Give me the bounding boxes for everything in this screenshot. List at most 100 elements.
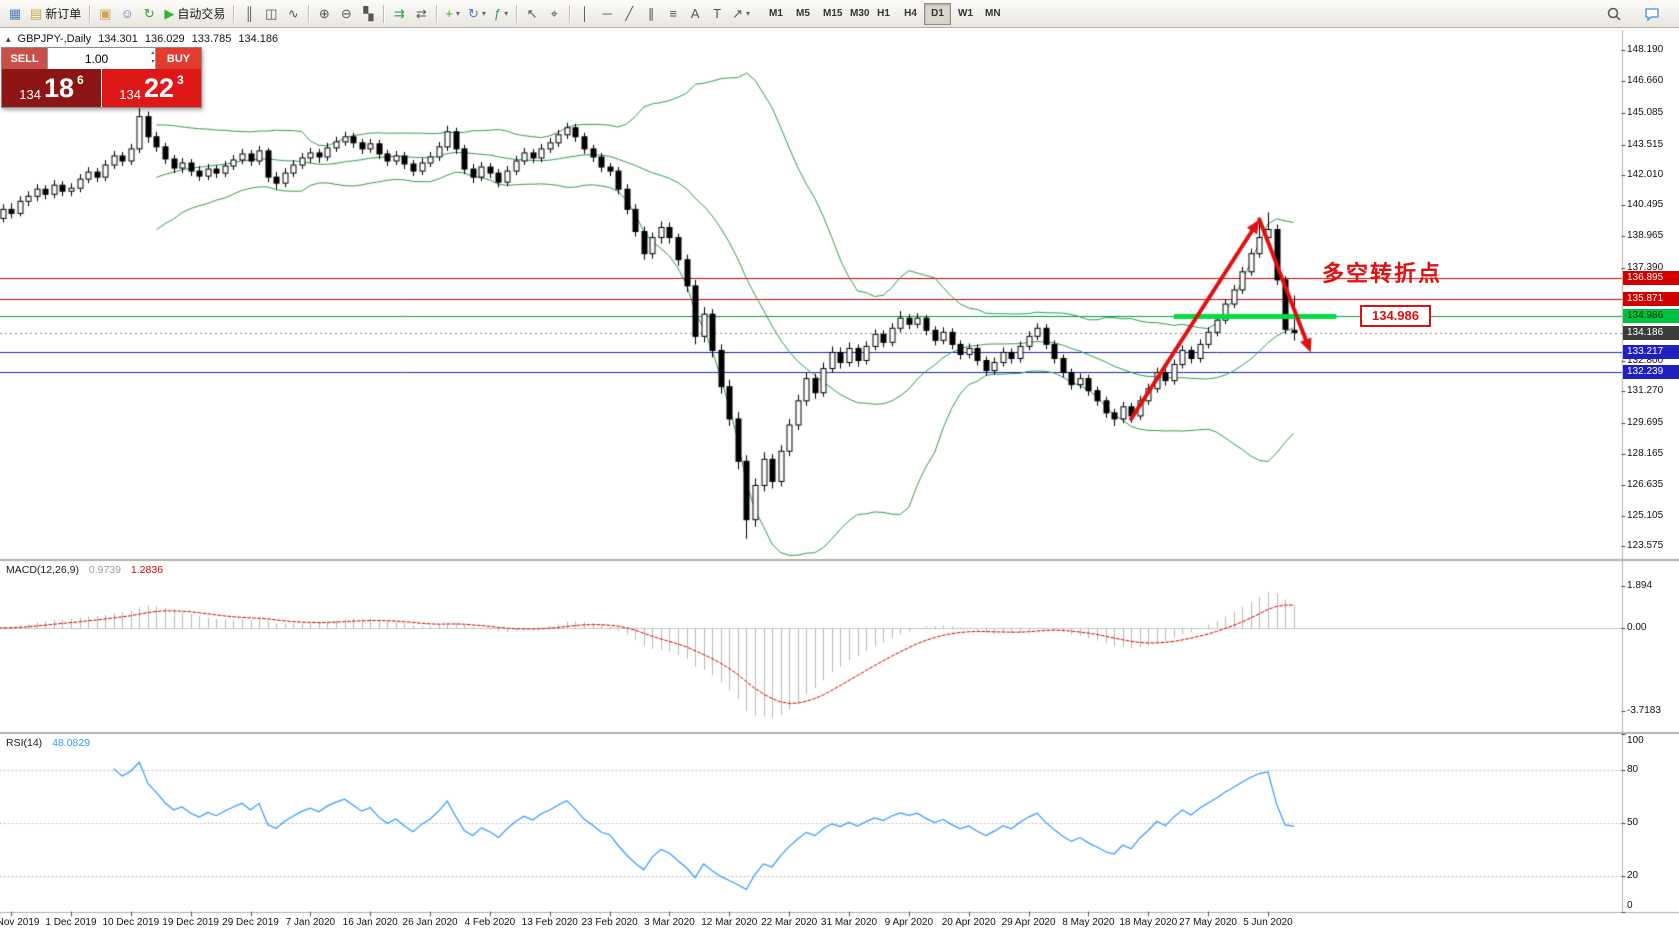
chat-icon[interactable] (1637, 2, 1667, 26)
text-label-icon: T (713, 6, 722, 21)
date-label: 16 Jan 2020 (342, 917, 398, 928)
chart-info-line: ▴ GBPJPY-,Daily 134.301 136.029 133.785 … (6, 33, 278, 45)
volume-spinner[interactable]: ▴ ▾ (151, 49, 154, 67)
arrows-tool-icon: ↗ (732, 6, 744, 21)
toolbar-separator (383, 4, 385, 23)
macd-value-main: 0.9739 (88, 564, 121, 576)
tile-windows-button[interactable]: ▚ (357, 3, 379, 25)
price-badge: 135.871 (1623, 291, 1679, 306)
timeframe-w1[interactable]: W1 (951, 3, 978, 25)
buy-price-sup: 3 (177, 73, 184, 87)
profiles-icon: ↻ (467, 6, 479, 21)
date-label: 10 Dec 2019 (102, 917, 160, 928)
autotrading-button[interactable]: ▶ 自动交易 (160, 3, 229, 25)
tile-windows-icon: ▚ (363, 6, 374, 21)
date-label: 29 Apr 2020 (1001, 917, 1056, 928)
sell-price[interactable]: 134 18 6 (2, 69, 101, 107)
date-label: 29 Dec 2019 (222, 917, 279, 928)
price-tick: 138.965 (1627, 230, 1664, 242)
charts-button[interactable]: ▦ (4, 3, 26, 25)
arrows-tool-button[interactable]: ↗ ▾ (728, 3, 754, 25)
price-level-flag[interactable]: 134.986 (1360, 305, 1431, 327)
timeframe-m1[interactable]: M1 (762, 3, 789, 25)
volume-input[interactable] (48, 50, 155, 67)
date-label: 20 Apr 2020 (941, 917, 996, 928)
chart-shift-button[interactable]: ⇄ (410, 3, 432, 25)
price-tick: 128.165 (1627, 447, 1664, 459)
timeframe-h1[interactable]: H1 (870, 3, 897, 25)
zoom-out-icon: ⊖ (340, 6, 352, 21)
new-order-icon: ▤ (30, 6, 43, 21)
timeframe-d1[interactable]: D1 (924, 2, 952, 25)
text-button[interactable]: A (684, 3, 706, 25)
auto-scroll-button[interactable]: ⇉ (388, 3, 410, 25)
timeframe-h4[interactable]: H4 (897, 3, 924, 25)
new-order-label: 新订单 (45, 7, 82, 21)
cursor-icon: ↖ (526, 6, 538, 21)
new-chart-icon: + (445, 6, 453, 21)
buy-button[interactable]: BUY (156, 48, 201, 69)
toolbar-separator (436, 4, 438, 23)
expert-advisors-button[interactable]: ▣ (94, 3, 116, 25)
spinner-up-icon[interactable]: ▴ (150, 50, 154, 56)
price-tick: 143.515 (1627, 138, 1664, 150)
horizontal-line-button[interactable]: ─ (596, 3, 618, 25)
turning-point-annotation[interactable]: 多空转折点 (1322, 261, 1443, 286)
trendline-icon: ╱ (625, 6, 634, 21)
crosshair-icon: ⌖ (550, 6, 558, 21)
expert-advisors-icon: ▣ (99, 6, 112, 21)
toolbar-separator (89, 4, 91, 23)
line-chart-button[interactable]: ∿ (282, 3, 304, 25)
indicators-button[interactable]: ƒ ▾ (490, 3, 512, 25)
new-chart-button[interactable]: + ▾ (441, 3, 464, 25)
rsi-scale-tick: 100 (1627, 735, 1644, 746)
macd-indicator-label: MACD(12,26,9) 0.9739 1.2836 (6, 564, 163, 576)
toolbar-right (1599, 2, 1675, 26)
toolbar-separator (569, 4, 571, 23)
date-label: 13 Feb 2020 (521, 917, 578, 928)
macd-scale-tick: 0.00 (1627, 622, 1647, 634)
search-icon[interactable] (1599, 2, 1629, 26)
date-label: 22 Mar 2020 (761, 917, 818, 928)
new-order-button[interactable]: ▤ 新订单 (26, 3, 85, 25)
text-label-button[interactable]: T (706, 3, 728, 25)
trendline-button[interactable]: ╱ (618, 3, 640, 25)
timeframe-m5[interactable]: M5 (789, 3, 816, 25)
zoom-out-button[interactable]: ⊖ (335, 3, 357, 25)
candlestick-chart-button[interactable]: ◫ (260, 3, 282, 25)
timeframe-m30[interactable]: M30 (843, 3, 870, 25)
spinner-down-icon[interactable]: ▾ (150, 59, 154, 65)
date-label: 23 Feb 2020 (581, 917, 638, 928)
toolbar-separator (233, 4, 235, 23)
toolbar-separator (516, 4, 518, 23)
sell-price-prefix: 134 (19, 87, 41, 102)
rsi-value: 48.0829 (52, 737, 91, 749)
rsi-scale-tick: 50 (1627, 817, 1639, 828)
dropdown-arrow-icon: ▾ (746, 9, 751, 18)
cursor-button[interactable]: ↖ (521, 3, 543, 25)
dropdown-arrow-icon: ▾ (481, 9, 486, 18)
buy-price[interactable]: 134 22 3 (101, 69, 201, 107)
web-refresh-button[interactable]: ↻ (138, 3, 160, 25)
toolbar: ▦ ▤ 新订单 ▣ ☺ ↻ ▶ 自动交易 ║ ◫ ∿ ⊕ ⊖ ▚ ⇉ ⇄ + ▾ ↻ ▾ ƒ ▾ ↖ ⌖ │ ─ ╱ ∥ ≡ A T ↗ ▾ M… (0, 0, 1679, 28)
vertical-line-button[interactable]: │ (574, 3, 596, 25)
rsi-indicator-label: RSI(14) 48.0829 (6, 737, 90, 749)
date-label: 18 May 2020 (1119, 917, 1178, 928)
ohlc-close: 134.186 (238, 33, 279, 45)
equidistant-channel-button[interactable]: ∥ (640, 3, 662, 25)
indicators-icon: ƒ (493, 6, 502, 21)
sell-price-sup: 6 (77, 73, 84, 87)
timeframe-m15[interactable]: M15 (816, 3, 843, 25)
sell-button[interactable]: SELL (2, 48, 47, 69)
crosshair-button[interactable]: ⌖ (543, 3, 565, 25)
profiles-button[interactable]: ↻ ▾ (464, 3, 490, 25)
fibonacci-button[interactable]: ≡ (662, 3, 684, 25)
community-button[interactable]: ☺ (116, 3, 138, 25)
zoom-in-button[interactable]: ⊕ (313, 3, 335, 25)
rsi-scale-tick: 80 (1627, 763, 1639, 775)
bar-chart-button[interactable]: ║ (238, 3, 260, 25)
timeframe-mn[interactable]: MN (978, 3, 1005, 25)
panel-toggle-icon[interactable]: ▴ (6, 33, 11, 44)
